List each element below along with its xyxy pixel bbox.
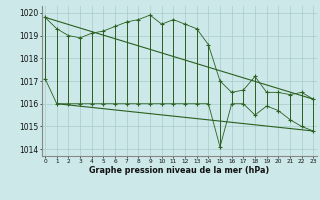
- X-axis label: Graphe pression niveau de la mer (hPa): Graphe pression niveau de la mer (hPa): [89, 166, 269, 175]
